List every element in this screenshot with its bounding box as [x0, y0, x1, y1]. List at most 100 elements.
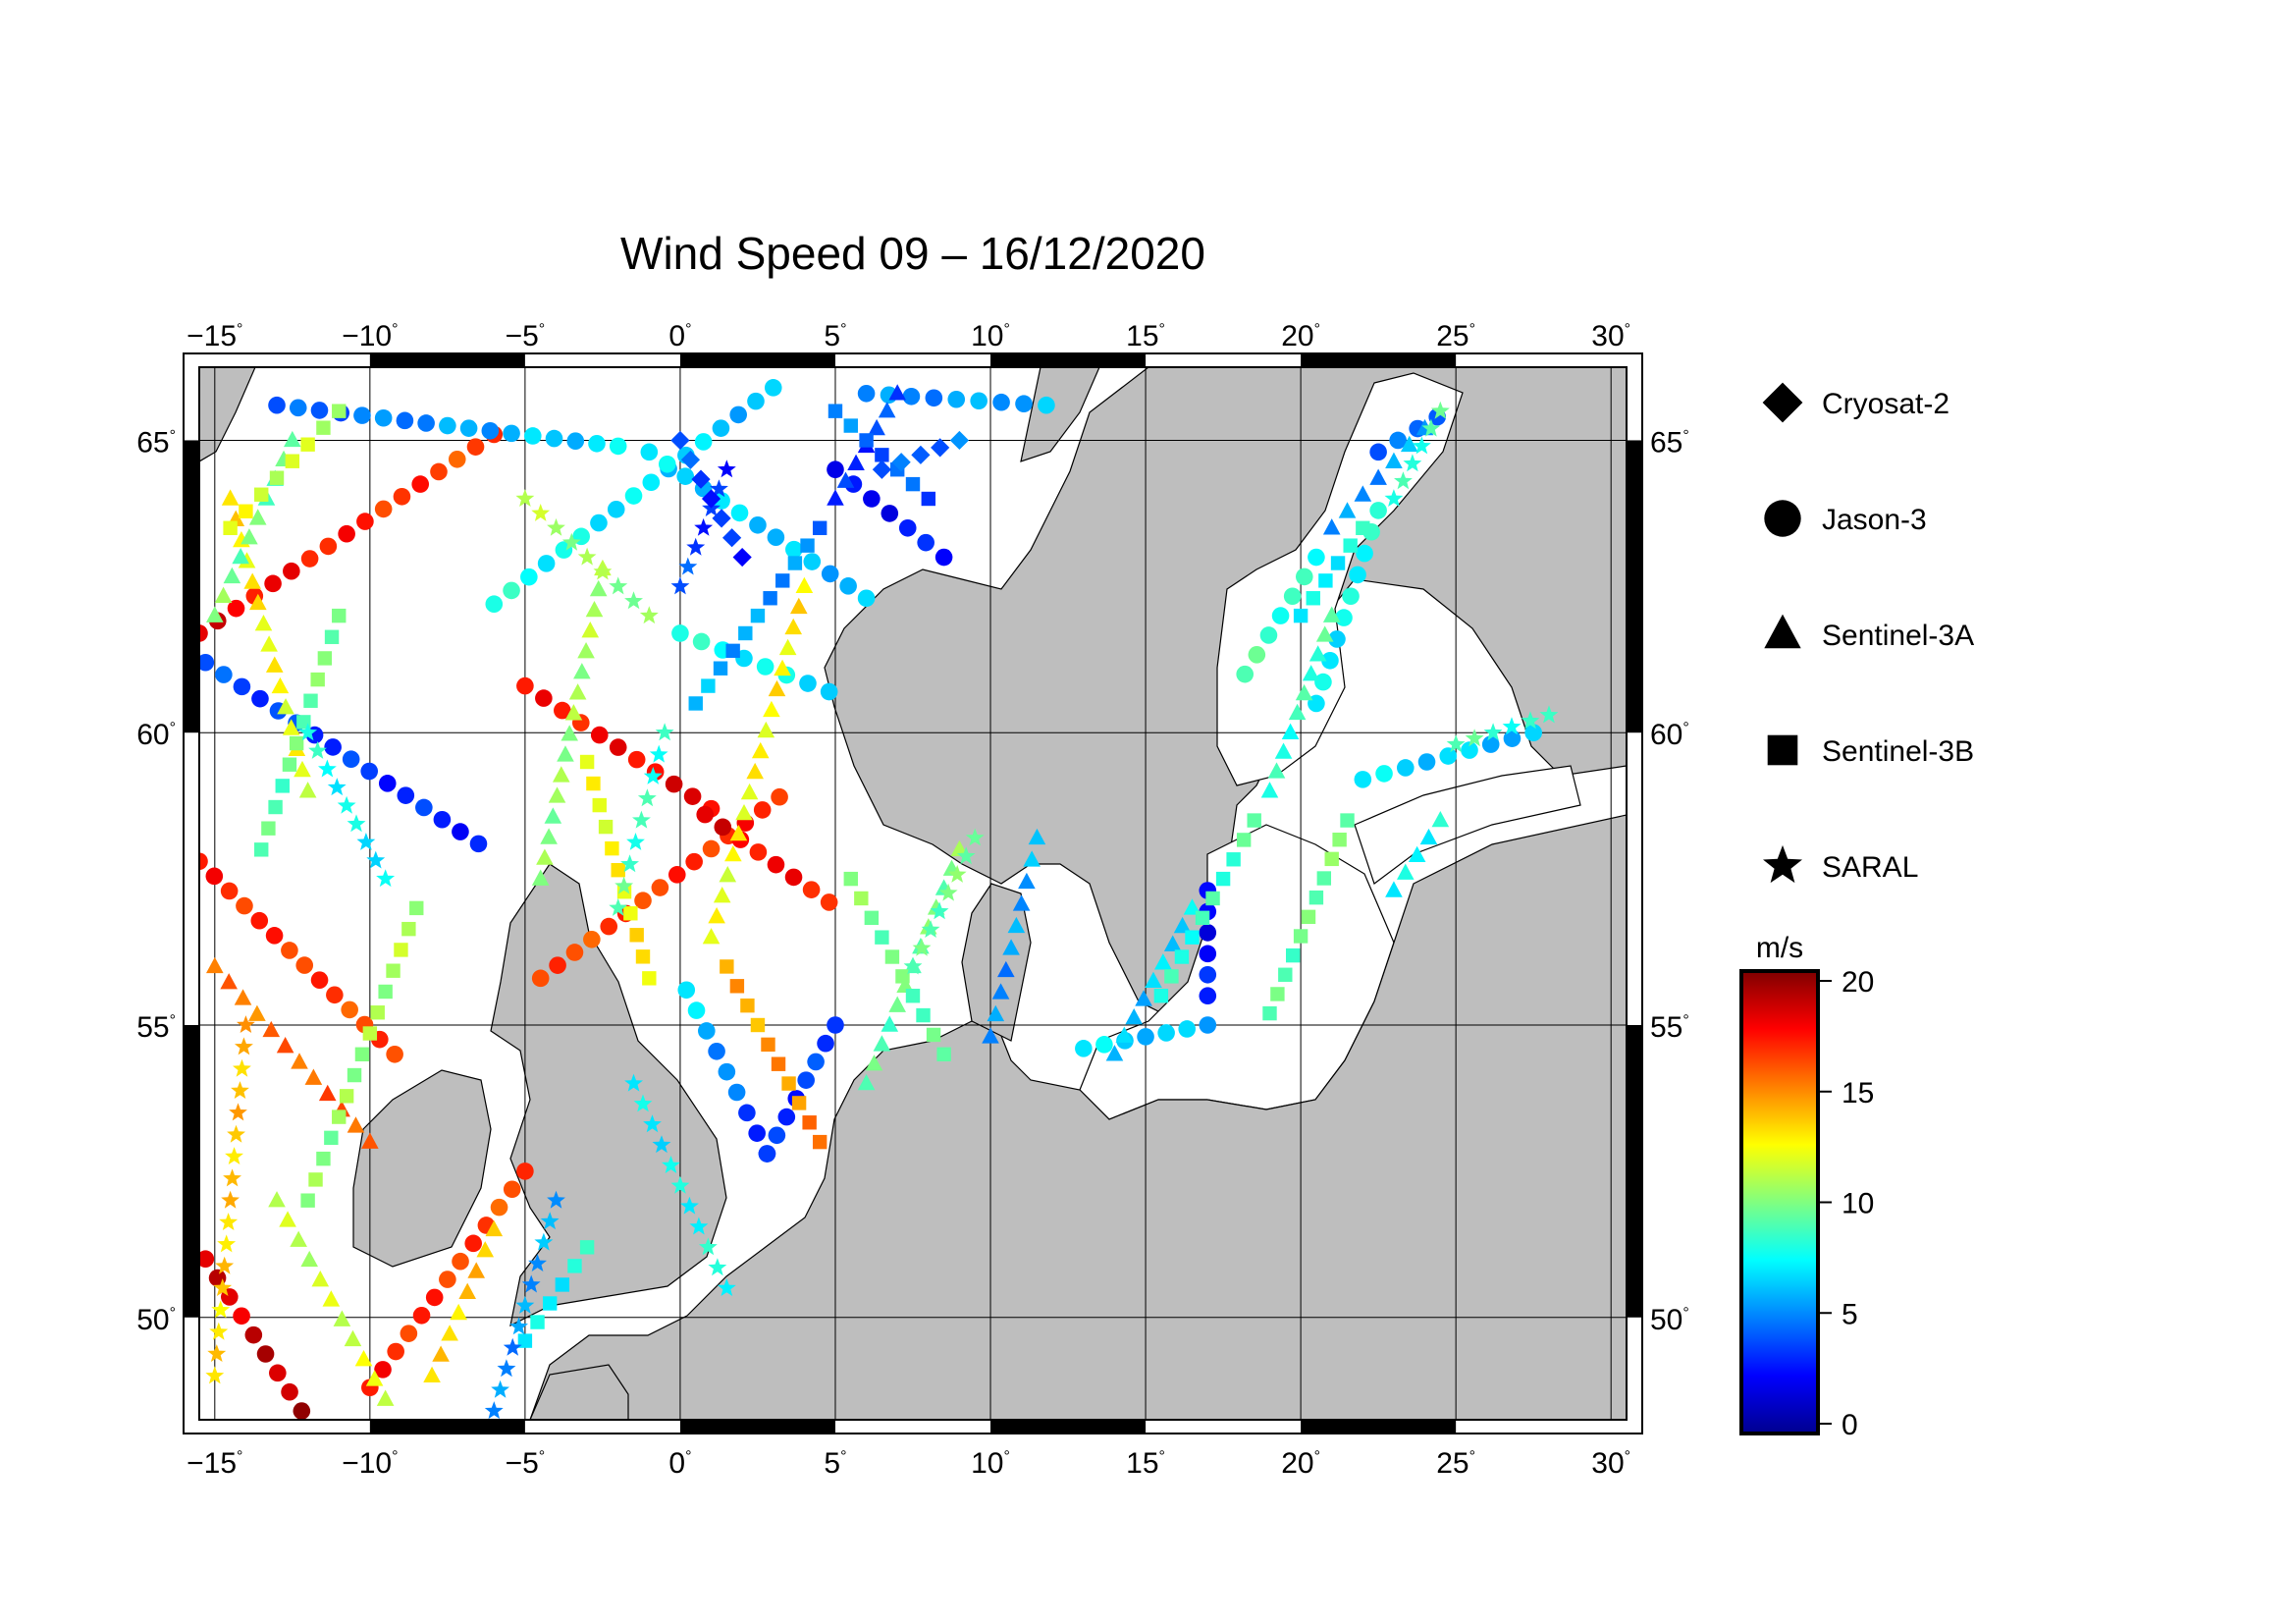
data-point-star — [1539, 705, 1559, 724]
data-point-triangle — [789, 597, 808, 615]
lat-tick-label-right: 50° — [1650, 1304, 1689, 1336]
data-point-circle — [583, 930, 601, 948]
data-point-circle — [1248, 646, 1266, 664]
data-point-circle — [256, 1345, 275, 1363]
data-point-star — [624, 1073, 643, 1092]
data-point-star — [649, 744, 668, 763]
data-point-circle — [356, 513, 374, 530]
data-point-triangle — [354, 1350, 373, 1367]
data-point-square — [1356, 520, 1370, 535]
data-point-triangle — [1163, 935, 1182, 951]
data-point-circle — [535, 689, 553, 707]
data-point-triangle — [1338, 502, 1357, 518]
lat-tick-label-left: 50° — [136, 1304, 176, 1336]
data-point-circle — [319, 537, 338, 556]
data-point-circle — [627, 750, 646, 769]
data-point-triangle — [836, 471, 855, 488]
data-point-triangle — [282, 719, 300, 735]
data-point-circle — [448, 451, 466, 468]
data-point-circle — [338, 524, 355, 543]
data-point-star — [531, 504, 551, 521]
data-point-square — [261, 821, 276, 836]
data-point-square — [332, 404, 347, 418]
data-point-circle — [554, 701, 571, 720]
data-point-star — [235, 1037, 253, 1055]
data-point-circle — [300, 550, 319, 568]
data-point-triangle — [318, 1084, 337, 1102]
data-point-star — [620, 854, 639, 873]
data-point-triangle — [950, 839, 969, 857]
data-point-triangle — [1385, 881, 1403, 897]
data-point-circle — [698, 1022, 716, 1040]
data-point-star — [521, 1274, 541, 1293]
data-point-star — [207, 1344, 227, 1362]
data-point-circle — [250, 911, 269, 930]
data-point-circle — [205, 867, 224, 886]
data-point-circle — [1356, 544, 1373, 563]
data-point-star — [694, 517, 714, 536]
data-point-triangle — [784, 618, 803, 635]
data-point-triangle — [868, 418, 885, 436]
data-point-square — [905, 989, 921, 1003]
data-point-circle — [863, 490, 881, 508]
data-point-star — [678, 557, 698, 575]
data-point-triangle — [276, 1037, 294, 1054]
data-point-triangle — [284, 430, 301, 448]
data-point-circle — [342, 750, 360, 769]
data-point-circle — [396, 411, 414, 430]
data-point-square — [781, 1076, 796, 1091]
data-point-square — [750, 608, 766, 623]
data-point-triangle — [740, 783, 759, 800]
data-point-star — [561, 532, 581, 551]
data-point-circle — [1439, 747, 1458, 765]
data-point-square — [864, 910, 880, 926]
colorbar: m/s 0 5 10 15 20 — [1739, 932, 1874, 1441]
frame-bar — [1627, 440, 1642, 733]
data-point-square — [324, 629, 340, 644]
data-point-triangle — [1023, 850, 1041, 867]
data-point-circle — [970, 392, 988, 410]
data-point-square — [1332, 833, 1347, 847]
data-point-square — [303, 693, 318, 708]
data-point-triangle — [1354, 485, 1372, 502]
data-point-star — [670, 1175, 690, 1194]
data-point-triangle — [719, 866, 737, 883]
data-point-circle — [1295, 568, 1313, 586]
data-point-circle — [667, 866, 686, 884]
data-point-star — [639, 606, 659, 624]
data-point-square — [1293, 608, 1308, 623]
data-point-square — [254, 842, 269, 857]
data-point-star — [633, 1094, 653, 1112]
data-point-circle — [777, 1108, 796, 1126]
data-point-triangle — [249, 593, 267, 611]
data-point-circle — [485, 595, 504, 613]
data-point-triangle — [1400, 435, 1418, 453]
axis-ticks: −15° −15° −10° −10° −5° −5° 0° 0° 5° 5° 10° 10° 15° 1… — [136, 320, 1689, 1480]
data-point-star — [229, 1103, 247, 1121]
data-point-diamond — [701, 489, 721, 509]
data-point-circle — [857, 385, 876, 403]
data-point-circle — [609, 437, 627, 456]
data-point-circle — [295, 956, 314, 974]
frame-bar — [369, 353, 525, 367]
data-point-triangle — [1145, 971, 1162, 989]
data-point-square — [623, 906, 638, 921]
data-point-star — [318, 759, 337, 778]
data-point-square — [1316, 871, 1332, 886]
data-point-triangle — [795, 576, 814, 594]
data-point-diamond — [691, 469, 711, 489]
data-point-triangle — [322, 1290, 341, 1307]
data-point-square — [1306, 591, 1320, 606]
data-point-circle — [753, 801, 772, 819]
data-point-triangle — [1396, 863, 1415, 880]
data-point-star — [1502, 717, 1522, 735]
data-point-circle — [1417, 753, 1436, 771]
data-point-square — [370, 1005, 385, 1020]
data-point-triangle — [847, 454, 865, 470]
data-point-circle — [767, 855, 785, 874]
data-point-circle — [244, 1325, 263, 1344]
data-point-triangle — [774, 659, 791, 676]
frame-bar — [679, 1420, 835, 1434]
data-point-circle — [785, 540, 803, 559]
data-point-circle — [714, 818, 732, 837]
